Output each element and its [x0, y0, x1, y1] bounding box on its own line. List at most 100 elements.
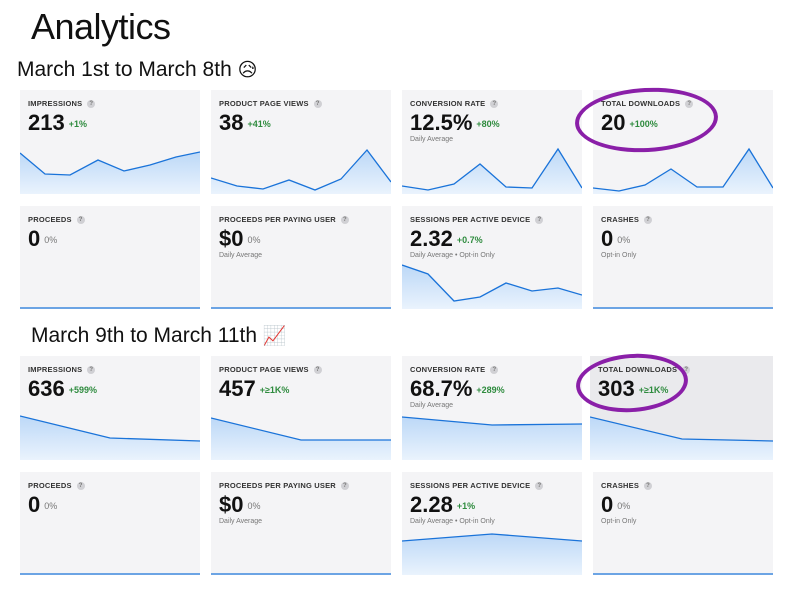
card-value: 0	[28, 226, 41, 251]
sparkline-chart	[402, 264, 582, 309]
section-title-text: March 1st to March 8th	[17, 58, 232, 81]
card-sub: Daily Average	[219, 518, 263, 525]
card-change: 0%	[617, 235, 631, 245]
card-change: +1%	[456, 501, 476, 511]
section-title-2: March 9th to March 11th 📈	[31, 324, 287, 348]
card-change: +289%	[476, 385, 505, 395]
card-value: 457	[219, 376, 256, 401]
metric-card-conversion-rate[interactable]: CONVERSION RATE? 68.7% +289% Daily Averag…	[402, 356, 582, 460]
sparkline-chart	[20, 415, 200, 460]
help-icon[interactable]: ?	[685, 100, 694, 108]
help-icon[interactable]: ?	[682, 366, 691, 374]
card-label: IMPRESSIONS	[28, 99, 83, 108]
card-sub: Daily Average	[410, 402, 454, 409]
card-change: +≥1K%	[259, 385, 290, 395]
help-icon[interactable]: ?	[76, 482, 85, 490]
metric-card-conversion-rate[interactable]: CONVERSION RATE? 12.5% +80% Daily Average	[402, 90, 582, 194]
section-title-text: March 9th to March 11th	[31, 324, 258, 347]
help-icon[interactable]: ?	[87, 366, 96, 374]
metric-card-crashes[interactable]: CRASHES? 0 0% Opt-in Only	[593, 206, 773, 309]
card-label: SESSIONS PER ACTIVE DEVICE	[410, 215, 531, 224]
metric-card-crashes[interactable]: CRASHES? 0 0% Opt-in Only	[593, 472, 773, 575]
card-change: +≥1K%	[638, 385, 669, 395]
card-change: +100%	[629, 119, 658, 129]
metric-card-proceeds[interactable]: PROCEEDS? 0 0%	[20, 472, 200, 575]
card-value: 636	[28, 376, 65, 401]
card-label: PROCEEDS	[28, 215, 72, 224]
sparkline-chart	[590, 416, 773, 460]
card-label: CONVERSION RATE	[410, 99, 486, 108]
metric-card-proceeds[interactable]: PROCEEDS? 0 0%	[20, 206, 200, 309]
card-value: 20	[601, 110, 626, 135]
sparkline-chart	[211, 148, 391, 194]
card-label: PRODUCT PAGE VIEWS	[219, 365, 309, 374]
card-value: $0	[219, 492, 244, 517]
metric-card-total-downloads[interactable]: TOTAL DOWNLOADS? 303 +≥1K%	[590, 356, 773, 460]
card-label: PROCEEDS	[28, 481, 72, 490]
metric-card-sessions-per-active-device[interactable]: SESSIONS PER ACTIVE DEVICE? 2.28 +1% Dail…	[402, 472, 582, 575]
sparkline-chart	[211, 307, 391, 309]
card-sub: Daily Average	[410, 136, 454, 143]
metric-card-proceeds-per-paying-user[interactable]: PROCEEDS PER PAYING USER? $0 0% Daily Ave…	[211, 472, 391, 575]
metric-card-product-page-views[interactable]: PRODUCT PAGE VIEWS? 457 +≥1K%	[211, 356, 391, 460]
card-sub: Opt-in Only	[601, 518, 637, 525]
card-label: CRASHES	[601, 215, 640, 224]
help-icon[interactable]: ?	[490, 366, 499, 374]
chart-increasing-icon: 📈	[262, 325, 287, 347]
card-change: 0%	[617, 501, 631, 511]
help-icon[interactable]: ?	[313, 100, 322, 108]
metric-card-impressions[interactable]: IMPRESSIONS? 636 +599%	[20, 356, 200, 460]
card-value: $0	[219, 226, 244, 251]
card-change: +599%	[68, 385, 97, 395]
card-value: 213	[28, 110, 65, 135]
sparkline-chart	[593, 573, 773, 575]
help-icon[interactable]: ?	[535, 216, 544, 224]
card-value: 38	[219, 110, 244, 135]
sparkline-chart	[20, 151, 200, 194]
card-value: 0	[601, 226, 614, 251]
help-icon[interactable]: ?	[340, 216, 349, 224]
page-title: Analytics	[31, 6, 171, 47]
metric-card-product-page-views[interactable]: PRODUCT PAGE VIEWS? 38 +41%	[211, 90, 391, 194]
help-icon[interactable]: ?	[535, 482, 544, 490]
sparkline-chart	[20, 307, 200, 309]
card-value: 2.32	[410, 226, 453, 251]
card-label: TOTAL DOWNLOADS	[601, 99, 681, 108]
card-sub: Daily Average • Opt-in Only	[410, 252, 495, 259]
metric-card-sessions-per-active-device[interactable]: SESSIONS PER ACTIVE DEVICE? 2.32 +0.7% Da…	[402, 206, 582, 309]
card-change: +1%	[68, 119, 87, 129]
help-icon[interactable]: ?	[644, 482, 653, 490]
help-icon[interactable]: ?	[340, 482, 349, 490]
card-change: +80%	[476, 119, 500, 129]
help-icon[interactable]: ?	[76, 216, 85, 224]
sparkline-chart	[402, 416, 582, 460]
sad-face-icon: 😥	[237, 59, 258, 81]
card-value: 0	[601, 492, 614, 517]
card-label: SESSIONS PER ACTIVE DEVICE	[410, 481, 531, 490]
card-change: 0%	[247, 235, 261, 245]
card-change: 0%	[44, 235, 58, 245]
sparkline-chart	[20, 573, 200, 575]
card-label: PROCEEDS PER PAYING USER	[219, 215, 336, 224]
card-value: 303	[598, 376, 635, 401]
sparkline-chart	[402, 147, 582, 194]
card-sub: Daily Average	[219, 252, 263, 259]
card-sub: Daily Average • Opt-in Only	[410, 518, 495, 525]
metric-card-total-downloads[interactable]: TOTAL DOWNLOADS? 20 +100%	[593, 90, 773, 194]
sparkline-chart	[211, 573, 391, 575]
metric-card-proceeds-per-paying-user[interactable]: PROCEEDS PER PAYING USER? $0 0% Daily Ave…	[211, 206, 391, 309]
help-icon[interactable]: ?	[490, 100, 499, 108]
card-label: TOTAL DOWNLOADS	[598, 365, 678, 374]
sparkline-chart	[593, 307, 773, 309]
sparkline-chart	[402, 533, 582, 575]
help-icon[interactable]: ?	[313, 366, 322, 374]
card-sub: Opt-in Only	[601, 252, 637, 259]
metric-card-impressions[interactable]: IMPRESSIONS? 213 +1%	[20, 90, 200, 194]
help-icon[interactable]: ?	[87, 100, 96, 108]
card-change: 0%	[247, 501, 261, 511]
card-label: PROCEEDS PER PAYING USER	[219, 481, 336, 490]
sparkline-chart	[593, 147, 773, 194]
help-icon[interactable]: ?	[644, 216, 653, 224]
card-label: IMPRESSIONS	[28, 365, 83, 374]
card-value: 0	[28, 492, 41, 517]
